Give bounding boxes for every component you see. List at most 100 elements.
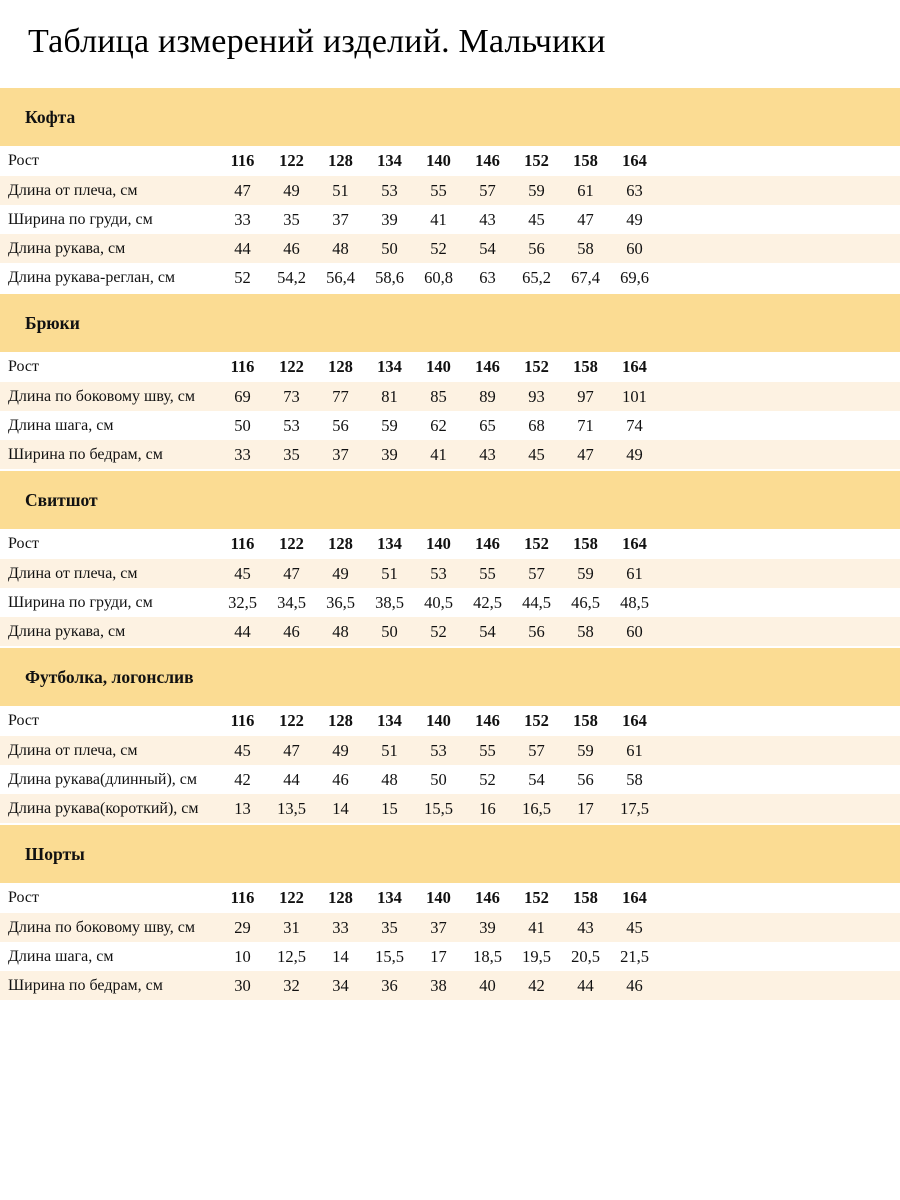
value-cell: 41 bbox=[430, 209, 447, 229]
value-cell: 101 bbox=[622, 386, 647, 406]
section: Шорты Рост 116 122 128 134 140 146 152 158 164 Длин… bbox=[0, 825, 900, 1000]
value-cell: 42 bbox=[234, 769, 251, 789]
section-title: Кофта bbox=[25, 106, 76, 127]
height-cell: 146 bbox=[475, 711, 500, 730]
measurement-row: Ширина по бедрам, см 33 35 37 39 41 43 45 47 49 bbox=[0, 440, 900, 469]
value-cell: 85 bbox=[430, 386, 447, 406]
measurement-row: Ширина по груди, см 33 35 37 39 41 43 45 47 49 bbox=[0, 205, 900, 234]
value-cell: 52 bbox=[479, 769, 496, 789]
section-title: Брюки bbox=[25, 312, 80, 333]
section-header-band: Кофта bbox=[0, 88, 900, 146]
height-cell: 134 bbox=[377, 888, 402, 907]
value-cell: 74 bbox=[626, 415, 643, 435]
value-cell: 44,5 bbox=[522, 592, 551, 612]
value-cell: 49 bbox=[626, 209, 643, 229]
height-cell: 140 bbox=[426, 534, 451, 553]
section-title: Футболка, логонслив bbox=[25, 666, 194, 687]
height-cell: 122 bbox=[279, 534, 304, 553]
value-cell: 32 bbox=[283, 975, 300, 995]
value-cell: 41 bbox=[528, 917, 545, 937]
value-cell: 12,5 bbox=[277, 946, 306, 966]
height-header-row: Рост 116 122 128 134 140 146 152 158 164 bbox=[0, 883, 900, 913]
value-cell: 89 bbox=[479, 386, 496, 406]
height-cell: 128 bbox=[328, 711, 353, 730]
section-title: Свитшот bbox=[25, 489, 98, 510]
row-label: Длина шага, см bbox=[8, 947, 114, 965]
value-cell: 21,5 bbox=[620, 946, 649, 966]
section-header-band: Свитшот bbox=[0, 471, 900, 529]
section: Футболка, логонслив Рост 116 122 128 134 140 14… bbox=[0, 648, 900, 823]
height-cell: 158 bbox=[573, 151, 598, 170]
value-cell: 63 bbox=[479, 267, 496, 287]
height-cell: 158 bbox=[573, 888, 598, 907]
height-cell: 140 bbox=[426, 151, 451, 170]
value-cell: 53 bbox=[430, 563, 447, 583]
row-label: Длина по боковому шву, см bbox=[8, 918, 196, 936]
value-cell: 32,5 bbox=[228, 592, 257, 612]
value-cell: 51 bbox=[381, 740, 398, 760]
height-cell: 158 bbox=[573, 534, 598, 553]
height-cell: 164 bbox=[622, 534, 647, 553]
height-cell: 116 bbox=[230, 711, 255, 730]
row-label: Длина от плеча, см bbox=[8, 741, 138, 759]
height-header-row: Рост 116 122 128 134 140 146 152 158 164 bbox=[0, 529, 900, 559]
value-cell: 56 bbox=[528, 621, 545, 641]
height-header-row: Рост 116 122 128 134 140 146 152 158 164 bbox=[0, 146, 900, 176]
value-cell: 55 bbox=[479, 740, 496, 760]
height-cell: 128 bbox=[328, 151, 353, 170]
value-cell: 46 bbox=[626, 975, 643, 995]
row-label: Длина рукава(короткий), см bbox=[8, 799, 199, 817]
value-cell: 97 bbox=[577, 386, 594, 406]
value-cell: 50 bbox=[430, 769, 447, 789]
value-cell: 77 bbox=[332, 386, 349, 406]
value-cell: 48 bbox=[332, 621, 349, 641]
value-cell: 33 bbox=[234, 209, 251, 229]
height-cell: 140 bbox=[426, 888, 451, 907]
height-cell: 140 bbox=[426, 357, 451, 376]
height-cell: 152 bbox=[524, 357, 549, 376]
value-cell: 47 bbox=[577, 444, 594, 464]
value-cell: 38 bbox=[430, 975, 447, 995]
measurement-row: Длина от плеча, см 45 47 49 51 53 55 57 59 61 bbox=[0, 736, 900, 765]
value-cell: 59 bbox=[577, 563, 594, 583]
value-cell: 49 bbox=[626, 444, 643, 464]
value-cell: 59 bbox=[381, 415, 398, 435]
value-cell: 57 bbox=[479, 180, 496, 200]
value-cell: 73 bbox=[283, 386, 300, 406]
value-cell: 63 bbox=[626, 180, 643, 200]
value-cell: 44 bbox=[283, 769, 300, 789]
value-cell: 40 bbox=[479, 975, 496, 995]
value-cell: 62 bbox=[430, 415, 447, 435]
value-cell: 44 bbox=[234, 238, 251, 258]
value-cell: 65,2 bbox=[522, 267, 551, 287]
value-cell: 40,5 bbox=[424, 592, 453, 612]
value-cell: 53 bbox=[430, 740, 447, 760]
value-cell: 42 bbox=[528, 975, 545, 995]
value-cell: 38,5 bbox=[375, 592, 404, 612]
row-label: Длина от плеча, см bbox=[8, 181, 138, 199]
value-cell: 45 bbox=[528, 209, 545, 229]
value-cell: 48 bbox=[381, 769, 398, 789]
value-cell: 44 bbox=[577, 975, 594, 995]
height-cell: 164 bbox=[622, 357, 647, 376]
height-cell: 146 bbox=[475, 151, 500, 170]
value-cell: 37 bbox=[332, 209, 349, 229]
row-label: Ширина по груди, см bbox=[8, 593, 153, 611]
height-cell: 146 bbox=[475, 357, 500, 376]
value-cell: 53 bbox=[381, 180, 398, 200]
row-label: Длина рукава, см bbox=[8, 239, 126, 257]
value-cell: 46,5 bbox=[571, 592, 600, 612]
row-label: Длина от плеча, см bbox=[8, 564, 138, 582]
value-cell: 13 bbox=[234, 798, 251, 818]
value-cell: 33 bbox=[234, 444, 251, 464]
row-label: Длина рукава, см bbox=[8, 622, 126, 640]
value-cell: 39 bbox=[479, 917, 496, 937]
height-cell: 140 bbox=[426, 711, 451, 730]
value-cell: 29 bbox=[234, 917, 251, 937]
height-cell: 122 bbox=[279, 357, 304, 376]
value-cell: 18,5 bbox=[473, 946, 502, 966]
value-cell: 46 bbox=[283, 621, 300, 641]
measurement-row: Ширина по груди, см 32,5 34,5 36,5 38,5 40,5 4… bbox=[0, 588, 900, 617]
value-cell: 69,6 bbox=[620, 267, 649, 287]
measurement-row: Длина по боковому шву, см 69 73 77 81 85 89 93 9… bbox=[0, 382, 900, 411]
